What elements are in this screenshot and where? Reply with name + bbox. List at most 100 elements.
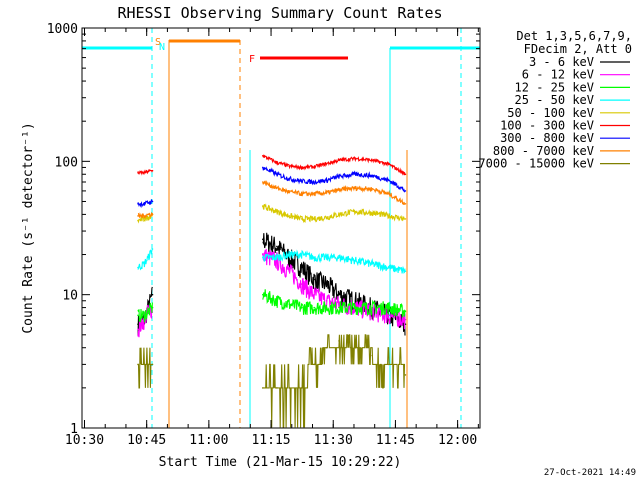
series-6-point-8 <box>371 174 374 177</box>
series-2-point-10 <box>404 310 407 313</box>
series-5-point-3 <box>300 166 303 169</box>
series-2-point-0 <box>262 293 264 296</box>
series-0-point-0 <box>137 323 139 326</box>
series-7-point-1 <box>143 215 145 217</box>
series-5-point-7 <box>354 157 357 160</box>
series-7-segment-1 <box>262 180 406 205</box>
legend-label-2: 12 - 25 keV <box>515 80 594 94</box>
series-8-point-10 <box>404 374 407 376</box>
series-5-point-0 <box>137 172 139 174</box>
series-5-point-9 <box>388 163 390 166</box>
series-3-point-8 <box>371 263 374 265</box>
series-6-point-1 <box>143 203 145 205</box>
series-2-point-3 <box>300 306 303 309</box>
series-8-point-2 <box>288 387 291 389</box>
series-7-point-3 <box>300 193 303 195</box>
series-6-segment-0 <box>137 198 153 208</box>
series-3-point-3 <box>151 248 154 250</box>
x-tick-label-4: 11:30 <box>314 433 353 448</box>
legend-label-8: 7000 - 15000 keV <box>478 157 594 171</box>
series-1-point-9 <box>388 314 390 317</box>
series-3-point-0 <box>262 256 264 259</box>
series-5-point-6 <box>338 159 340 161</box>
series-7-point-9 <box>388 193 390 195</box>
series-3-point-2 <box>288 253 291 256</box>
legend-header-line-1: Det 1,3,5,6,7,9, <box>516 29 632 43</box>
series-8 <box>137 334 407 428</box>
series-4-point-9 <box>388 215 390 217</box>
series-8-segment-1 <box>262 334 406 428</box>
x-tick-label-3: 11:15 <box>251 433 290 448</box>
series-2-point-1 <box>143 314 145 317</box>
series-3-point-1 <box>143 263 145 265</box>
series-7-point-2 <box>147 213 150 216</box>
axes: 10:30 10:45 11:00 11:15 11:30 11:45 12:00 1000 1… <box>47 22 480 448</box>
legend-label-6: 300 - 800 keV <box>500 131 594 145</box>
series-3-segment-0 <box>137 249 153 271</box>
x-tick-label-1: 10:45 <box>127 433 166 448</box>
chart-title: RHESSI Observing Summary Count Rates <box>117 4 442 22</box>
y-axis-label: Count Rate (s⁻¹ detector⁻¹) <box>21 122 36 333</box>
series-0-point-5 <box>325 283 328 285</box>
series-8-point-0 <box>137 363 139 366</box>
series-8-point-7 <box>354 346 357 349</box>
series-0-point-7 <box>354 300 357 302</box>
series-5-point-0 <box>262 155 264 157</box>
x-tick-label-0: 10:30 <box>65 433 104 448</box>
series-7-point-10 <box>404 203 407 205</box>
series-7-point-4 <box>313 193 316 195</box>
series-3-point-7 <box>354 259 357 262</box>
series-7-point-6 <box>338 189 340 191</box>
series-6-point-0 <box>262 166 264 169</box>
legend-label-7: 800 - 7000 keV <box>493 144 594 158</box>
series-4-point-5 <box>325 216 328 219</box>
series-8-point-3 <box>151 363 154 366</box>
series-8-point-9 <box>388 363 390 366</box>
series-5-point-1 <box>276 161 278 164</box>
series-0-point-1 <box>276 245 278 248</box>
series-8-point-1 <box>276 387 278 389</box>
legend-label-1: 6 - 12 keV <box>522 68 594 82</box>
series-1-point-5 <box>325 300 328 302</box>
series-8-point-2 <box>147 363 150 366</box>
series-3-point-5 <box>325 256 328 259</box>
series-2-segment-0 <box>137 302 153 323</box>
series-6-point-2 <box>147 201 150 204</box>
series-4-point-0 <box>137 219 139 222</box>
plot-area: SN F <box>81 28 480 428</box>
series-8-point-8 <box>371 354 374 357</box>
series-8-segment-0 <box>137 347 153 389</box>
series-4-point-2 <box>288 215 291 217</box>
series-6-point-4 <box>313 181 316 183</box>
legend-label-5: 100 - 300 keV <box>500 119 594 133</box>
legend-header-line-2: FDecim 2, Att 0 <box>524 42 632 56</box>
series-5-point-10 <box>404 173 407 176</box>
series-7-point-1 <box>276 187 278 189</box>
series-8-point-5 <box>325 346 328 349</box>
series-5-point-2 <box>288 165 291 167</box>
series-6-point-9 <box>388 179 390 182</box>
series-7-point-0 <box>137 215 139 217</box>
x-axis-label: Start Time (21-Mar-15 10:29:22) <box>159 455 402 470</box>
series-7-point-7 <box>354 187 357 189</box>
x-tick-label-2: 11:00 <box>189 433 228 448</box>
series-6-point-10 <box>404 190 407 192</box>
series-3-point-4 <box>313 256 316 259</box>
series-7-point-8 <box>371 188 374 190</box>
series-3-point-1 <box>276 256 278 259</box>
x-tick-label-6: 12:00 <box>438 433 477 448</box>
legend-label-3: 25 - 50 keV <box>515 93 594 107</box>
series-3-point-2 <box>147 256 150 259</box>
y-tick-label-1: 100 <box>55 155 78 170</box>
series-7 <box>137 180 407 219</box>
series-0-point-0 <box>262 238 264 241</box>
legend: Det 1,3,5,6,7,9, FDecim 2, Att 0 3 - 6 k… <box>478 29 632 171</box>
series-6-point-2 <box>288 178 291 180</box>
series-6-point-3 <box>151 200 154 203</box>
x-tick-label-5: 11:45 <box>376 433 415 448</box>
series-3-segment-1 <box>262 249 406 274</box>
series-3-point-3 <box>300 253 303 256</box>
series-4-point-2 <box>147 216 150 219</box>
series-2-point-9 <box>388 306 390 309</box>
